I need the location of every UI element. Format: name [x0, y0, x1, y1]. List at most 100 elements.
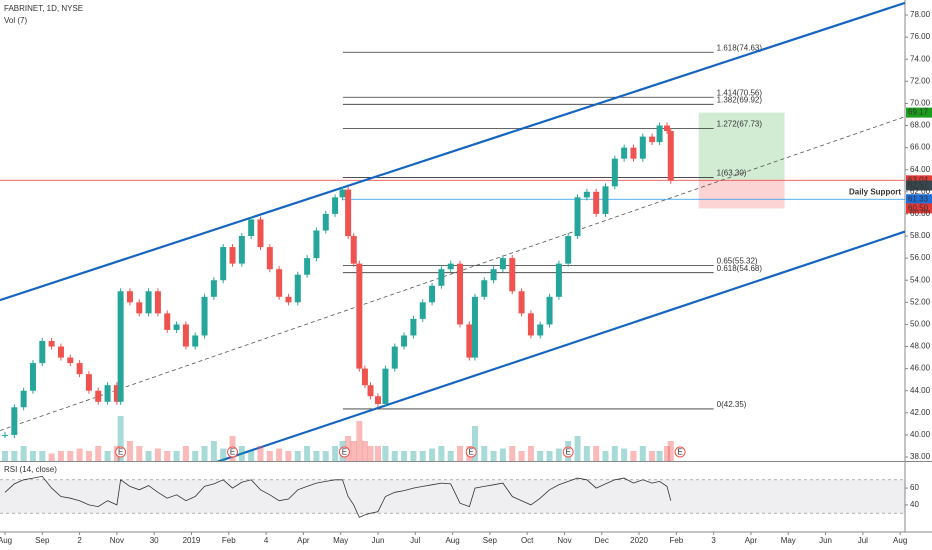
x-tick-label: Jun — [819, 536, 832, 545]
volume-bar — [602, 451, 609, 461]
volume-bar — [117, 416, 124, 461]
volume-bar — [583, 446, 590, 461]
volume-bar — [391, 451, 398, 461]
volume-bar — [238, 446, 245, 461]
candle — [367, 385, 374, 397]
volume-bar — [382, 446, 389, 461]
volume-bar — [192, 451, 199, 461]
volume-bar — [248, 451, 255, 461]
volume-bar — [67, 451, 74, 461]
x-tick-label: Sep — [35, 536, 50, 545]
target-zone — [698, 112, 785, 181]
candle — [382, 368, 389, 404]
candle — [29, 363, 36, 391]
volume-bar — [438, 446, 445, 461]
y-tick-label: 72.00 — [910, 76, 931, 85]
x-tick-label: May — [781, 536, 796, 545]
earnings-label: E — [677, 448, 682, 457]
earnings-marker — [674, 446, 686, 458]
candle — [104, 385, 111, 402]
candle — [457, 263, 464, 325]
candle — [621, 147, 628, 159]
earnings-marker — [338, 446, 350, 458]
earnings-label: E — [118, 448, 123, 457]
channel-lower — [216, 230, 905, 461]
y-tick-label: 74.00 — [910, 54, 931, 63]
channel-middle — [0, 116, 905, 431]
x-tick-label: Sep — [483, 536, 498, 545]
candle — [350, 236, 357, 264]
y-tick-label: 42.00 — [910, 408, 931, 417]
x-tick-label: 2020 — [630, 536, 648, 545]
candle — [229, 247, 236, 264]
candle — [656, 125, 663, 143]
volume-bar — [304, 446, 311, 461]
price-tag — [906, 180, 932, 191]
candle — [210, 280, 217, 297]
volume-bar — [555, 448, 562, 461]
price-tag — [906, 203, 932, 214]
y-tick-label: 40.00 — [910, 430, 931, 439]
candle — [374, 396, 381, 404]
volume-bar — [57, 451, 64, 461]
y-tick-label: 44.00 — [910, 386, 931, 395]
volume-bar — [220, 448, 227, 461]
volume-bar — [201, 446, 208, 461]
volume-bar — [537, 451, 544, 461]
candle — [490, 269, 497, 281]
volume-bar — [1, 451, 8, 461]
rsi-tick-label: 60 — [910, 483, 919, 492]
candle — [339, 189, 346, 198]
volume-bar — [39, 451, 46, 461]
volume-bar — [164, 451, 171, 461]
candle — [85, 374, 92, 391]
candle — [555, 263, 562, 297]
fib-label: 0.618(54.68) — [717, 264, 763, 273]
volume-bar — [173, 451, 180, 461]
candle — [345, 189, 352, 237]
candle — [602, 186, 609, 214]
candle — [126, 291, 133, 303]
volume-bar — [401, 451, 408, 461]
volume-bar — [593, 446, 600, 461]
x-tick-label: Aug — [445, 536, 459, 545]
chart-title: FABRINET, 1D, NYSE — [4, 4, 83, 13]
candle — [67, 357, 74, 364]
rsi-label: RSI (14, close) — [4, 465, 57, 474]
volume-bar — [374, 446, 381, 461]
candle — [481, 280, 488, 297]
candle — [537, 324, 544, 336]
candle — [546, 296, 553, 325]
volume-bar — [126, 441, 133, 461]
candle — [20, 390, 27, 408]
x-tick-label: Apr — [297, 536, 310, 545]
volume-bar — [361, 441, 368, 461]
volume-bar — [527, 446, 534, 461]
x-tick-label: 2019 — [183, 536, 201, 545]
x-tick-label: Nov — [557, 536, 571, 545]
candle — [447, 263, 454, 270]
y-tick-label: 66.00 — [910, 143, 931, 152]
candle — [664, 125, 671, 132]
candle — [48, 340, 55, 347]
candle — [201, 296, 208, 336]
candle — [182, 324, 189, 347]
candle — [419, 302, 426, 319]
candle — [136, 302, 143, 314]
x-tick-label: May — [333, 536, 348, 545]
volume-bar — [367, 446, 374, 461]
x-tick-label: Jul — [858, 536, 868, 545]
rsi-tick-label: 40 — [910, 500, 919, 509]
candle — [57, 346, 64, 358]
x-tick-label: Dec — [595, 536, 609, 545]
x-tick-label: Oct — [521, 536, 534, 545]
volume-bar — [332, 446, 339, 461]
price-tag — [906, 194, 932, 205]
earnings-marker — [115, 446, 127, 458]
volume-bar — [410, 451, 417, 461]
x-tick-label: 3 — [711, 536, 716, 545]
x-tick-label: 30 — [150, 536, 159, 545]
candle — [361, 368, 368, 386]
candle — [391, 346, 398, 369]
rsi-line — [4, 475, 672, 518]
